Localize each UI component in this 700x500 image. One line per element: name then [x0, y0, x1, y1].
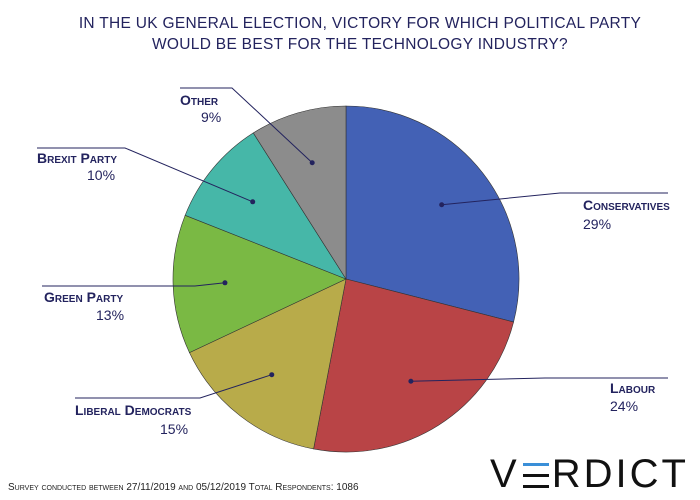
label-green-party: Green Party — [44, 289, 124, 305]
verdict-logo: V RDICT — [490, 452, 689, 496]
label-brexit-party: Brexit Party — [37, 150, 118, 166]
leader-dot-liberal-democrats — [269, 372, 275, 378]
chart-title-line-2: WOULD BE BEST FOR THE TECHNOLOGY INDUSTR… — [152, 36, 568, 53]
survey-footnote: Survey conducted between 27/11/2019 and … — [8, 482, 359, 493]
pie-slice-green-party — [172, 214, 347, 354]
leader-line-green-party — [42, 282, 226, 287]
leader-line-labour — [410, 377, 668, 382]
pie-slice-labour — [313, 278, 514, 453]
label-other: Other — [180, 92, 219, 108]
pie-slice-liberal-democrats — [189, 278, 347, 450]
pie-slice-conservatives — [345, 105, 520, 323]
value-other: 9% — [201, 109, 222, 125]
leader-dot-conservatives — [439, 202, 445, 208]
value-green-party: 13% — [96, 307, 125, 323]
label-liberal-democrats: Liberal Democrats — [75, 402, 192, 418]
leader-line-brexit-party — [37, 147, 253, 203]
label-labour: Labour — [610, 380, 656, 396]
pie-slice-brexit-party — [184, 132, 347, 280]
leader-line-liberal-democrats — [75, 374, 272, 399]
leader-dot-other — [309, 160, 315, 166]
leader-dot-labour — [408, 378, 414, 384]
leader-line-other — [180, 87, 313, 164]
value-labour: 24% — [610, 398, 639, 414]
value-conservatives: 29% — [583, 216, 612, 232]
chart-title-line-1: IN THE UK GENERAL ELECTION, VICTORY FOR … — [78, 15, 642, 32]
leader-line-conservatives — [441, 192, 668, 206]
leader-dot-green-party — [222, 280, 228, 286]
pie-slice-other — [252, 105, 347, 281]
leader-dot-brexit-party — [250, 199, 256, 205]
value-brexit-party: 10% — [87, 167, 116, 183]
label-conservatives: Conservatives — [583, 197, 670, 213]
value-liberal-democrats: 15% — [160, 421, 189, 437]
